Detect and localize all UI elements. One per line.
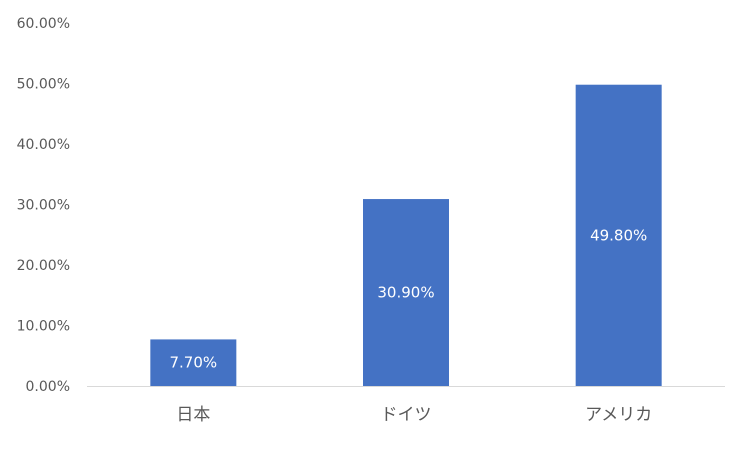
y-tick-label: 20.00%: [17, 258, 70, 274]
y-tick-label: 50.00%: [17, 77, 70, 93]
data-label: 7.70%: [170, 354, 218, 372]
category-label: アメリカ: [585, 405, 652, 425]
bar: [575, 84, 662, 387]
y-tick-label: 60.00%: [17, 16, 70, 32]
y-tick-label: 40.00%: [17, 137, 70, 153]
y-axis: 0.00% 10.00% 20.00% 30.00% 40.00% 50.00% 60.00…: [17, 16, 70, 395]
data-label: 49.80%: [590, 226, 647, 244]
category-label: ドイツ: [381, 405, 432, 425]
data-labels: 7.70% 30.90% 49.80%: [170, 226, 648, 371]
bar: [150, 339, 237, 386]
bar: [363, 199, 449, 386]
data-label: 30.90%: [377, 284, 434, 302]
x-axis: 日本 ドイツ アメリカ: [176, 405, 652, 425]
y-tick-label: 10.00%: [17, 319, 70, 335]
y-tick-label: 0.00%: [26, 379, 70, 395]
category-label: 日本: [176, 405, 210, 425]
bar-series: [150, 84, 662, 387]
y-tick-label: 30.00%: [17, 198, 70, 214]
